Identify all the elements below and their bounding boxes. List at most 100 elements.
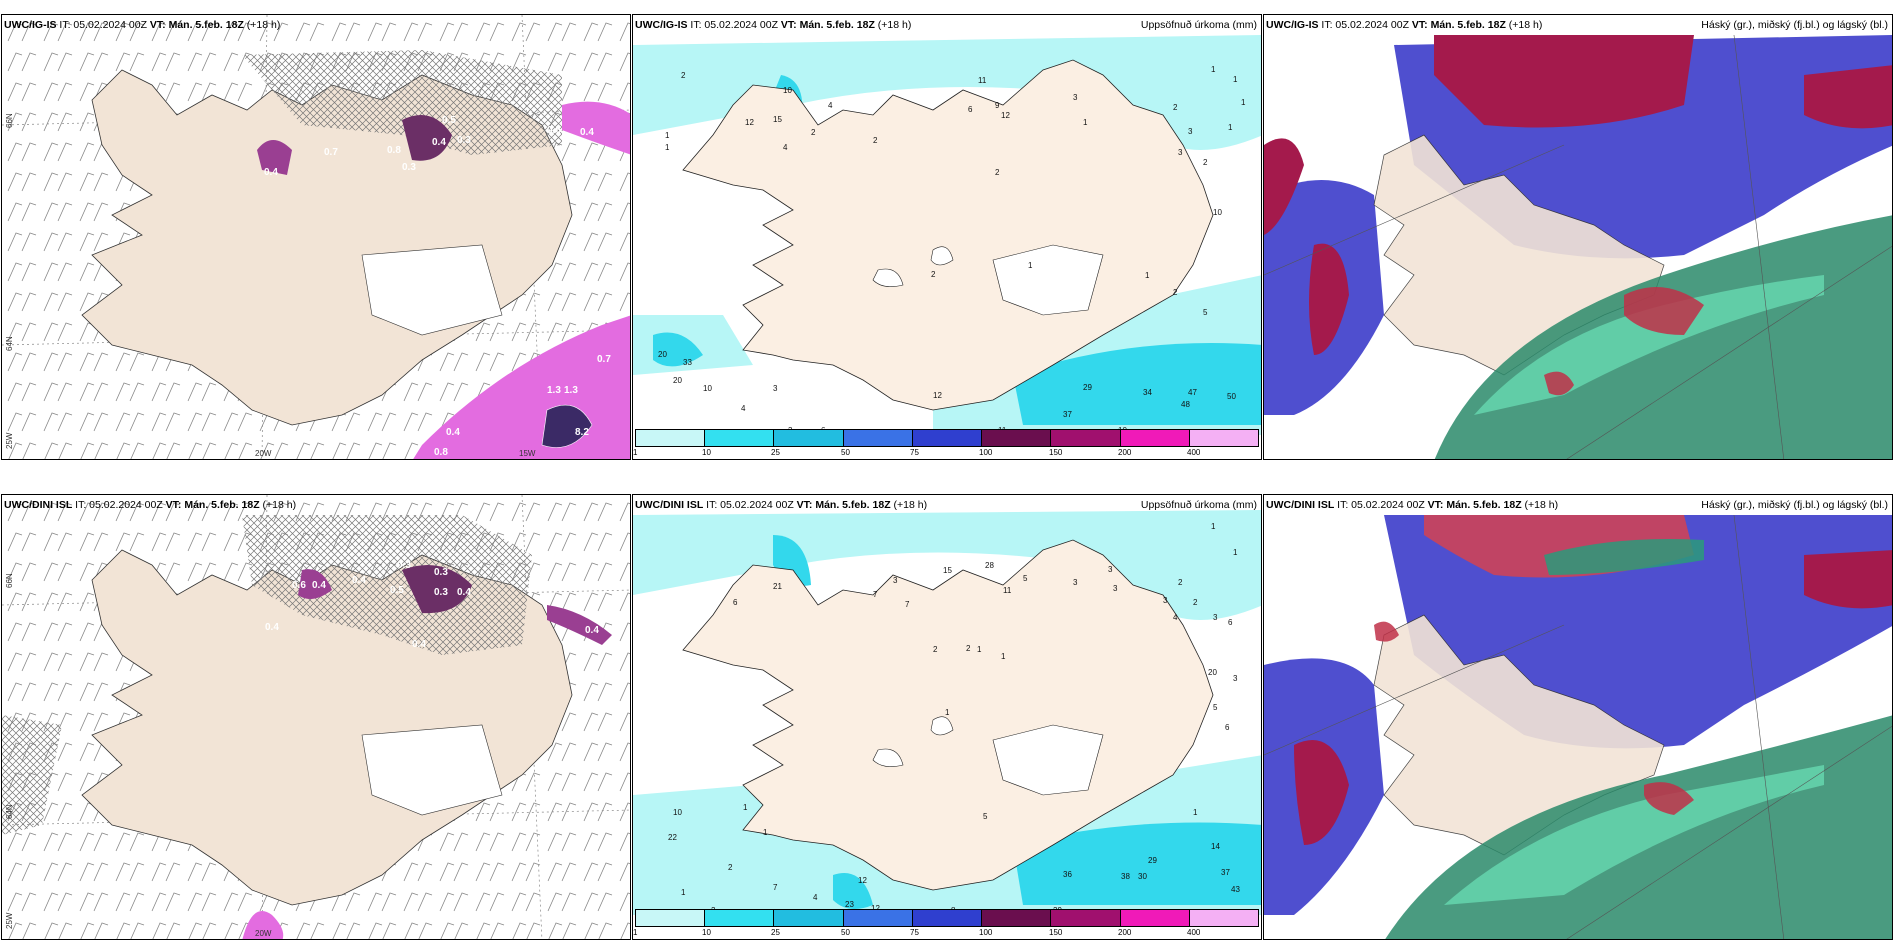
cloud-panel-bottom: UWC/DINI ISL IT: 05.02.2024 00Z VT: Mán.…	[1263, 494, 1893, 940]
svg-text:33: 33	[683, 358, 692, 367]
wind-label: 0.4	[412, 639, 426, 650]
svg-text:1: 1	[1233, 75, 1238, 84]
panel-header: UWC/DINI ISL IT: 05.02.2024 00Z VT: Mán.…	[635, 499, 928, 511]
svg-text:6: 6	[1228, 618, 1233, 627]
svg-text:2: 2	[811, 128, 816, 137]
svg-text:12: 12	[745, 118, 754, 127]
wind-label: 0.8	[434, 447, 448, 458]
svg-text:10: 10	[1213, 208, 1222, 217]
svg-text:22: 22	[668, 833, 677, 842]
precip-area	[633, 35, 1261, 150]
wind-maximum	[402, 565, 472, 614]
svg-text:6: 6	[733, 598, 738, 607]
svg-text:1: 1	[1228, 123, 1233, 132]
colorbar-swatch	[912, 430, 983, 446]
precip-values: 1 1 28 15 5 3 21 6 3 7 11 3 3 2 2 3 7 4 …	[668, 522, 1240, 915]
colorbar: 1 10 25 50 75 100 150 200 400	[633, 429, 1259, 457]
colorbar-swatch	[774, 910, 844, 926]
svg-text:2: 2	[1178, 578, 1183, 587]
svg-text:1: 1	[743, 803, 748, 812]
svg-text:2: 2	[933, 645, 938, 654]
svg-text:1: 1	[1083, 118, 1088, 127]
lat-label: 64N	[5, 804, 14, 819]
colorbar-swatch	[705, 910, 775, 926]
wind-maximum	[402, 115, 452, 161]
svg-text:2: 2	[1173, 103, 1178, 112]
svg-text:1: 1	[1028, 261, 1033, 270]
svg-text:2: 2	[1193, 598, 1198, 607]
svg-text:3: 3	[1188, 127, 1193, 136]
wind-label: 0.4	[446, 427, 460, 438]
colorbar-label: 200	[1118, 448, 1132, 457]
svg-text:43: 43	[1231, 885, 1240, 894]
svg-text:37: 37	[1063, 410, 1072, 419]
colorbar-label: 10	[702, 928, 711, 937]
iceland-land	[682, 539, 1214, 891]
svg-text:20: 20	[658, 350, 667, 359]
svg-text:28: 28	[985, 561, 994, 570]
wind-label: 8.2	[575, 427, 589, 438]
svg-text:20: 20	[1208, 668, 1217, 677]
precip-area	[633, 510, 1261, 620]
precip-map: 1 1 28 15 5 3 21 6 3 7 11 3 3 2 2 3 7 4 …	[633, 495, 1261, 939]
panel-title-right: Háský (gr.), miðský (fj.bl.) og lágský (…	[1701, 499, 1888, 511]
svg-text:7: 7	[773, 883, 778, 892]
svg-text:3: 3	[1213, 613, 1218, 622]
colorbar-swatch	[636, 910, 706, 926]
svg-text:4: 4	[783, 143, 788, 152]
colorbar-swatch	[1051, 910, 1121, 926]
colorbar-swatch	[1189, 910, 1258, 926]
svg-text:7: 7	[873, 590, 878, 599]
svg-text:6: 6	[1225, 723, 1230, 732]
wind-label: 0.4	[312, 580, 326, 591]
svg-text:1: 1	[1233, 548, 1238, 557]
svg-text:38: 38	[1121, 872, 1130, 881]
lat-label: 25W	[5, 432, 14, 449]
colorbar-swatch	[1120, 430, 1190, 446]
svg-text:23: 23	[845, 900, 854, 909]
cloud-map	[1264, 15, 1892, 459]
svg-text:3: 3	[1073, 578, 1078, 587]
svg-text:4: 4	[1173, 613, 1178, 622]
wind-label: 0.5	[442, 115, 456, 126]
svg-text:1: 1	[681, 888, 686, 897]
svg-text:1: 1	[665, 143, 670, 152]
svg-text:15: 15	[943, 566, 952, 575]
svg-text:2: 2	[931, 270, 936, 279]
svg-text:1: 1	[1211, 522, 1216, 531]
lon-label: 20W	[255, 929, 272, 938]
colorbar-swatch	[843, 910, 913, 926]
glacier	[992, 244, 1104, 316]
colorbar-swatch	[912, 910, 983, 926]
colorbar-label: 400	[1187, 928, 1201, 937]
colorbar-label: 50	[841, 448, 850, 457]
colorbar: 1 10 25 50 75 100 150 200 400	[633, 909, 1259, 937]
wind-map: 0.6 0.4 0.4 0.5 0.3 0.4 0.3 0.3 0.4 0.4 …	[2, 495, 630, 939]
panel-header: UWC/IG-IS IT: 05.02.2024 00Z VT: Mán. 5.…	[635, 19, 912, 31]
colorbar-swatch	[982, 430, 1052, 446]
svg-text:1: 1	[945, 708, 950, 717]
svg-text:2: 2	[995, 168, 1000, 177]
svg-text:48: 48	[1181, 400, 1190, 409]
wind-label: 1.3	[564, 385, 578, 396]
svg-text:10: 10	[673, 808, 682, 817]
svg-text:1: 1	[1241, 98, 1246, 107]
wind-panel-top: UWC/IG-IS IT: 05.02.2024 00Z VT: Mán. 5.…	[1, 14, 631, 460]
svg-text:3: 3	[1178, 148, 1183, 157]
glacier	[361, 244, 503, 336]
wind-label: 1.3	[547, 385, 561, 396]
svg-text:34: 34	[1143, 388, 1152, 397]
svg-text:3: 3	[773, 384, 778, 393]
svg-text:5: 5	[1023, 574, 1028, 583]
svg-text:15: 15	[773, 115, 782, 124]
precip-area	[1013, 822, 1261, 905]
colorbar-swatch	[774, 430, 844, 446]
svg-text:3: 3	[893, 576, 898, 585]
colorbar-swatch	[982, 910, 1052, 926]
wind-label: 0.7	[597, 354, 611, 365]
wind-panel-bottom: UWC/DINI ISL IT: 05.02.2024 00Z VT: Mán.…	[1, 494, 631, 940]
lat-label: 66N	[5, 573, 14, 588]
svg-text:29: 29	[1083, 383, 1092, 392]
svg-text:29: 29	[1148, 856, 1157, 865]
panel-header: UWC/DINI ISL IT: 05.02.2024 00Z VT: Mán.…	[4, 499, 297, 511]
